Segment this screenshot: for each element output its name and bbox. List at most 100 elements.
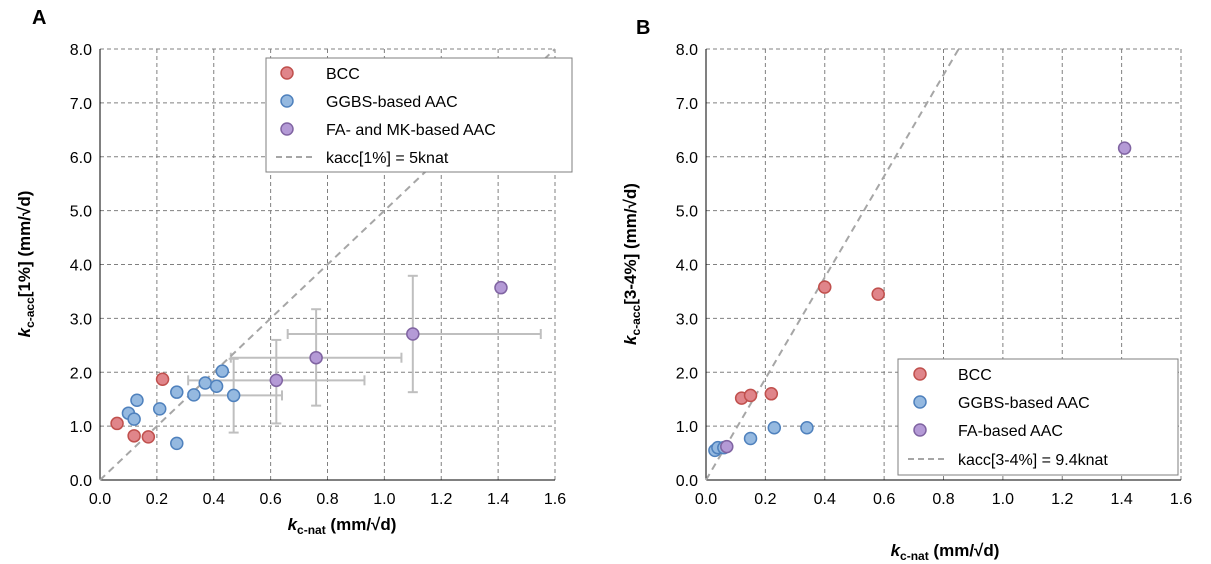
data-point — [818, 280, 832, 294]
panel-b: B 0.0 0.2 0.4 0.6 0.8 1.0 1.2 1.4 1.6 0.0 1.0 2.0 3… — [621, 17, 1192, 563]
data-point — [871, 287, 885, 301]
x-tick-label: 1.2 — [1051, 491, 1073, 508]
data-point — [155, 372, 170, 387]
y-tick-label: 0.0 — [676, 473, 698, 490]
data-point — [406, 327, 420, 341]
data-point — [187, 388, 201, 402]
y-axis-title-sub: c-acc — [629, 304, 643, 335]
data-point — [209, 379, 224, 394]
y-tick-label: 3.0 — [70, 311, 92, 328]
data-point — [743, 431, 758, 446]
panel-a: A 0.0 0.2 0.4 0.6 0.8 1.0 1.2 1.4 1.6 0.0 1.0 2.0 3… — [15, 7, 573, 537]
data-point — [152, 402, 167, 416]
legend-label-fit: kacc[1%] = 5knat — [326, 150, 449, 167]
legend-label-ggbs: GGBS-based AAC — [326, 94, 458, 111]
legend-marker-bcc — [913, 367, 927, 381]
y-tick-label: 7.0 — [676, 96, 698, 113]
legend-box — [265, 57, 573, 173]
legend-label-fa: FA-based AAC — [958, 423, 1063, 440]
data-point — [198, 376, 212, 390]
data-point — [743, 388, 758, 403]
data-point — [141, 430, 156, 444]
error-bars-a — [187, 274, 542, 434]
legend-marker-bcc — [280, 66, 294, 80]
data-point — [130, 393, 144, 408]
x-tick-label: 0.6 — [260, 491, 282, 508]
data-point — [764, 387, 779, 401]
x-ticks-a: 0.0 0.2 0.4 0.6 0.8 1.0 1.2 1.4 1.6 — [89, 491, 566, 508]
data-point — [215, 364, 230, 378]
x-axis-title-b: kc-nat (mm/√d) — [891, 541, 1000, 563]
x-tick-label: 0.0 — [695, 491, 717, 508]
y-tick-label: 7.0 — [70, 96, 92, 113]
data-point — [309, 350, 323, 365]
x-axis-title-sub: c-nat — [297, 523, 326, 537]
data-point — [800, 420, 814, 435]
x-tick-label: 1.4 — [487, 491, 509, 508]
y-tick-label: 6.0 — [676, 150, 698, 167]
y-ticks-a: 0.0 1.0 2.0 3.0 4.0 5.0 6.0 7.0 8.0 — [70, 42, 92, 490]
data-point — [1117, 141, 1132, 155]
x-tick-label: 0.4 — [814, 491, 836, 508]
legend-label-bcc: BCC — [958, 367, 992, 384]
legend-label-fit: kacc[3-4%] = 9.4knat — [958, 452, 1108, 469]
x-axis-title-a: kc-nat (mm/√d) — [288, 515, 397, 537]
x-axis-title-unit: (mm/√d) — [929, 541, 1000, 560]
panel-letter-b: B — [636, 17, 650, 39]
legend-marker-fa — [280, 122, 294, 136]
x-tick-label: 0.2 — [754, 491, 776, 508]
legend-marker-ggbs — [280, 94, 294, 108]
y-axis-title-main: k — [15, 326, 34, 337]
x-tick-label: 1.4 — [1111, 491, 1133, 508]
legend-marker-ggbs — [913, 395, 927, 409]
data-point — [269, 373, 284, 388]
x-tick-label: 1.6 — [544, 491, 566, 508]
y-tick-label: 8.0 — [676, 42, 698, 59]
x-tick-label: 0.2 — [146, 491, 168, 508]
legend-label-fa: FA- and MK-based AAC — [326, 122, 496, 139]
x-tick-label: 0.6 — [873, 491, 895, 508]
x-axis-title-unit: (mm/√d) — [326, 515, 397, 534]
data-point — [720, 439, 734, 454]
y-tick-label: 5.0 — [70, 204, 92, 221]
legend-label-ggbs: GGBS-based AAC — [958, 395, 1090, 412]
y-ticks-b: 0.0 1.0 2.0 3.0 4.0 5.0 6.0 7.0 8.0 — [676, 42, 698, 490]
x-tick-label: 0.4 — [203, 491, 225, 508]
y-tick-label: 2.0 — [70, 365, 92, 382]
y-tick-label: 3.0 — [676, 311, 698, 328]
y-tick-label: 1.0 — [676, 419, 698, 436]
data-point — [494, 280, 508, 295]
x-tick-label: 1.2 — [430, 491, 452, 508]
x-tick-label: 0.8 — [932, 491, 954, 508]
x-tick-label: 1.0 — [373, 491, 395, 508]
x-ticks-b: 0.0 0.2 0.4 0.6 0.8 1.0 1.2 1.4 1.6 — [695, 491, 1192, 508]
y-tick-label: 2.0 — [676, 365, 698, 382]
y-tick-label: 6.0 — [70, 150, 92, 167]
legend-a: BCC GGBS-based AAC FA- and MK-based AAC … — [265, 57, 573, 173]
data-point — [110, 416, 124, 431]
y-axis-title-a: kc-acc[1%] (mm/√d) — [15, 191, 37, 338]
data-point — [767, 420, 782, 435]
x-tick-label: 0.8 — [316, 491, 338, 508]
x-tick-label: 0.0 — [89, 491, 111, 508]
y-axis-title-unit: [1%] (mm/√d) — [15, 191, 34, 298]
data-point — [127, 412, 141, 426]
y-tick-label: 4.0 — [70, 258, 92, 275]
y-tick-label: 8.0 — [70, 42, 92, 59]
y-axis-title-unit: [3-4%] (mm/√d) — [621, 183, 640, 305]
legend-marker-fa — [913, 423, 927, 437]
legend-b: BCC GGBS-based AAC FA-based AAC kacc[3-4… — [897, 358, 1179, 476]
y-tick-label: 5.0 — [676, 204, 698, 221]
x-tick-label: 1.6 — [1170, 491, 1192, 508]
y-tick-label: 4.0 — [676, 258, 698, 275]
x-tick-label: 1.0 — [992, 491, 1014, 508]
legend-box — [897, 358, 1179, 476]
x-axis-title-sub: c-nat — [900, 549, 929, 563]
points-a — [110, 280, 508, 451]
y-axis-title-main: k — [621, 334, 640, 345]
x-axis-title-main: k — [891, 541, 902, 560]
x-axis-title-main: k — [288, 515, 299, 534]
y-tick-label: 0.0 — [70, 473, 92, 490]
data-point — [170, 385, 184, 399]
